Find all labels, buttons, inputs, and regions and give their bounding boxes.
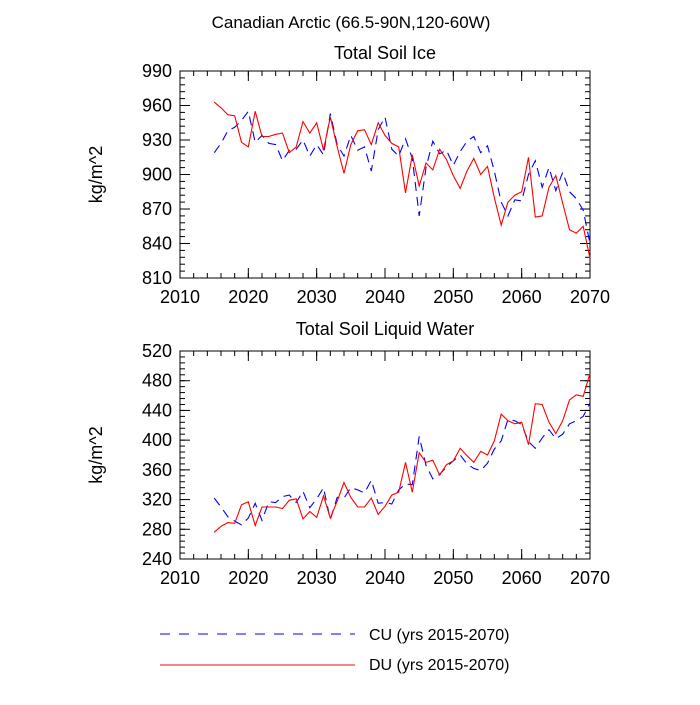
legend: CU (yrs 2015-2070) DU (yrs 2015-2070)	[160, 627, 510, 674]
legend-label-cu: CU (yrs 2015-2070)	[369, 627, 510, 644]
ice-x-tick-label: 2020	[228, 287, 268, 307]
liquid-y-tick-label: 280	[142, 519, 172, 539]
liquid-y-tick-label: 360	[142, 460, 172, 480]
liquid-plot-frame	[179, 350, 591, 560]
ice-x-tick-label: 2030	[297, 287, 337, 307]
liquid-series-du-line	[213, 373, 591, 533]
ice-y-tick-label: 990	[142, 61, 172, 81]
liquid-y-tick-label: 320	[142, 490, 172, 510]
liquid-x-tick-label: 2070	[570, 568, 610, 588]
liquid-chart-title: Total Soil Liquid Water	[296, 319, 474, 339]
ice-y-tick-label: 900	[142, 165, 172, 185]
ice-series-cu-line	[213, 110, 591, 244]
liquid-x-tick-label: 2020	[228, 568, 268, 588]
liquid-y-tick-label: 400	[142, 430, 172, 450]
liquid-y-tick-label: 440	[142, 400, 172, 420]
liquid-x-tick-label: 2050	[433, 568, 473, 588]
ice-x-tick-label: 2040	[365, 287, 405, 307]
ice-x-tick-label: 2010	[160, 287, 200, 307]
legend-label-du: DU (yrs 2015-2070)	[369, 657, 510, 674]
soil-liquid-water-chart: 2010 2020 2030 2040 2050 2060 2070 240 280 320 360…	[86, 341, 610, 588]
liquid-y-axis-label: kg/m^2	[86, 426, 106, 483]
ice-x-tick-label: 2060	[502, 287, 542, 307]
ice-y-tick-label: 960	[142, 96, 172, 116]
liquid-y-tick-label: 480	[142, 371, 172, 391]
ice-x-tick-label: 2050	[433, 287, 473, 307]
figure-title: Canadian Arctic (66.5-90N,120-60W)	[212, 13, 491, 32]
ice-chart-title: Total Soil Ice	[334, 43, 436, 63]
ice-y-tick-label: 810	[142, 268, 172, 288]
ice-y-tick-label: 870	[142, 199, 172, 219]
ice-y-tick-label: 930	[142, 130, 172, 150]
liquid-x-tick-label: 2060	[502, 568, 542, 588]
ice-x-tick-label: 2070	[570, 287, 610, 307]
liquid-x-tick-label: 2010	[160, 568, 200, 588]
liquid-x-tick-label: 2040	[365, 568, 405, 588]
liquid-y-tick-label: 520	[142, 341, 172, 361]
liquid-x-tick-label: 2030	[297, 568, 337, 588]
ice-series-du-line	[213, 101, 591, 259]
liquid-series-cu-line	[213, 402, 591, 526]
ice-y-tick-label: 840	[142, 234, 172, 254]
soil-ice-chart: 2010 2020 2030 2040 2050 2060 2070 810 840 870 900…	[86, 61, 610, 307]
ice-y-axis-label: kg/m^2	[86, 146, 106, 203]
liquid-y-tick-label: 240	[142, 549, 172, 569]
